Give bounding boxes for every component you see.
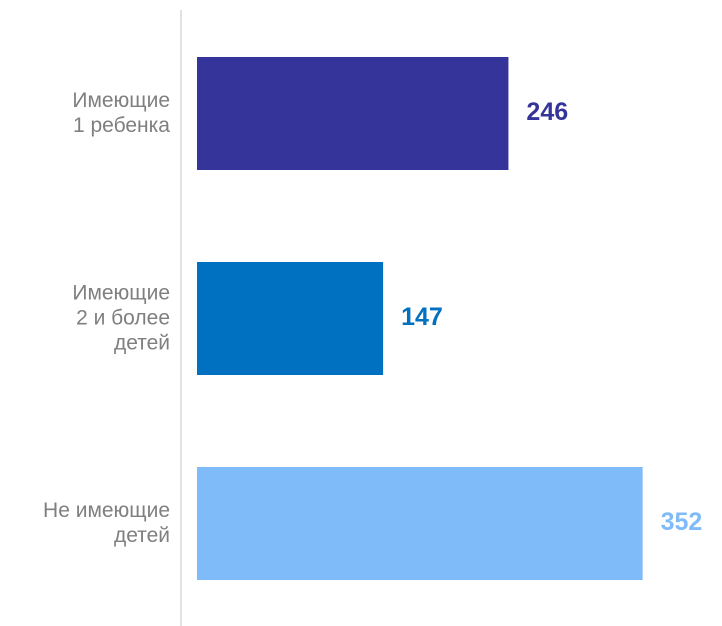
category-line: детей — [114, 524, 170, 547]
value-label: 352 — [661, 508, 703, 536]
value-label: 246 — [526, 98, 568, 126]
bar — [197, 262, 384, 375]
category-label: Имеющие 1 ребенка — [72, 89, 170, 137]
category-line: Имеющие — [72, 89, 170, 112]
category-line: детей — [114, 331, 170, 354]
category-line: Не имеющие — [43, 499, 170, 522]
bar — [197, 57, 509, 170]
value-label: 147 — [401, 303, 443, 331]
category-label: Не имеющие детей — [43, 499, 170, 547]
bar — [197, 467, 643, 580]
category-label: Имеющие 2 и более детей — [72, 281, 170, 354]
category-line: 1 ребенка — [73, 114, 170, 137]
category-line: 2 и более — [76, 306, 170, 329]
category-line: Имеющие — [72, 281, 170, 304]
